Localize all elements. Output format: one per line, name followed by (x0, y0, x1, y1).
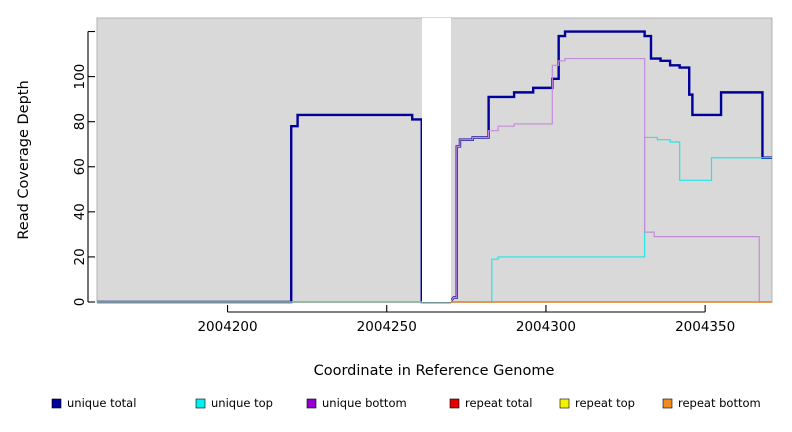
x-tick-label: 2004350 (675, 319, 735, 335)
legend-label: unique top (211, 396, 273, 410)
legend-label: unique bottom (322, 396, 407, 410)
x-axis: 2004200 2004250 2004300 2004350 (197, 305, 735, 335)
legend-label: unique total (67, 396, 136, 410)
legend-swatch-icon (662, 398, 673, 409)
y-tick-label: 40 (72, 203, 88, 220)
series-unique-top (97, 136, 772, 303)
y-tick-label: 20 (72, 248, 88, 265)
legend-label: repeat bottom (678, 396, 761, 410)
x-tick-label: 2004200 (197, 319, 257, 335)
x-axis-title: Coordinate in Reference Genome (314, 363, 555, 379)
y-axis: 0 20 40 60 80 100 (72, 30, 95, 307)
x-tick-label: 2004300 (516, 319, 576, 335)
legend-swatch-icon (306, 398, 317, 409)
series-unique-bottom (97, 57, 772, 303)
legend-item-unique-top[interactable]: unique top (195, 396, 273, 410)
legend-label: repeat total (465, 396, 532, 410)
y-axis-title: Read Coverage Depth (16, 80, 32, 239)
legend: unique total unique top unique bottom repea… (51, 396, 761, 410)
legend-swatch-icon (51, 398, 62, 409)
legend-item-unique-bottom[interactable]: unique bottom (306, 396, 407, 410)
legend-swatch-icon (195, 398, 206, 409)
legend-item-repeat-bottom[interactable]: repeat bottom (662, 396, 761, 410)
legend-item-repeat-total[interactable]: repeat total (449, 396, 532, 410)
y-tick-label: 80 (72, 113, 88, 130)
x-tick-label: 2004250 (357, 319, 417, 335)
no-data-gap-mask (422, 18, 451, 302)
y-tick-label: 100 (72, 64, 88, 90)
y-tick-label: 60 (72, 158, 88, 175)
legend-item-repeat-top[interactable]: repeat top (559, 396, 635, 410)
legend-swatch-icon (559, 398, 570, 409)
y-tick-label: 0 (72, 298, 88, 307)
legend-item-unique-total[interactable]: unique total (51, 396, 136, 410)
legend-label: repeat top (575, 396, 635, 410)
legend-swatch-icon (449, 398, 460, 409)
